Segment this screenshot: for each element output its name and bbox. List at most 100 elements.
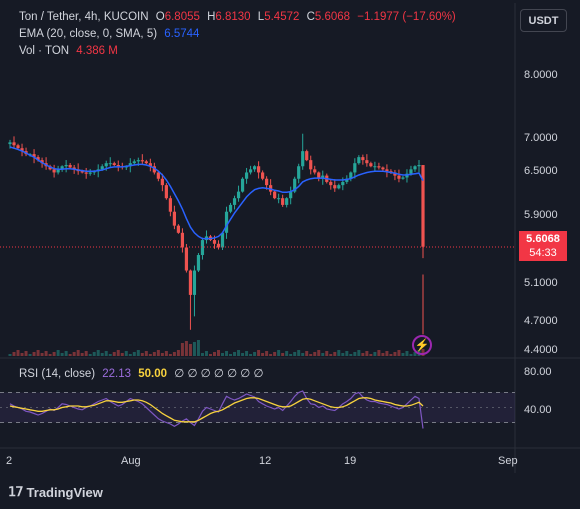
volume-bar — [52, 352, 56, 356]
candle-body — [417, 165, 421, 167]
price-tick: 7.0000 — [524, 132, 558, 144]
candle-body — [40, 160, 44, 164]
candle-body — [385, 169, 389, 172]
candle-body — [172, 211, 176, 226]
volume-bar — [172, 352, 176, 356]
candle-body — [16, 145, 20, 149]
volume-bar — [188, 344, 192, 356]
high-value: 6.8130 — [215, 11, 251, 23]
lightning-icon[interactable]: ⚡ — [412, 335, 432, 355]
candle-body — [421, 165, 425, 247]
volume-bar — [341, 353, 345, 356]
candle-body — [68, 165, 72, 168]
time-tick: Sep — [498, 455, 518, 467]
volume-bar — [20, 353, 24, 356]
candle-body — [132, 161, 136, 164]
candle-body — [248, 169, 253, 173]
candle-body — [88, 172, 92, 174]
candle-body — [373, 166, 377, 168]
rsi-band-fill — [0, 392, 515, 423]
candle-body — [108, 163, 112, 165]
volume-bar — [152, 352, 156, 356]
candle-body — [56, 169, 60, 173]
volume-value: 4.386 M — [76, 45, 118, 57]
volume-bar — [293, 352, 297, 356]
volume-bar — [313, 352, 317, 356]
time-tick: 2 — [6, 455, 13, 467]
candle-body — [112, 163, 116, 166]
volume-bar — [217, 350, 221, 356]
volume-bar — [28, 354, 32, 356]
volume-bar — [88, 354, 92, 356]
volume-bar — [120, 353, 124, 356]
volume-bar — [405, 351, 409, 356]
price-tick: 4.4000 — [524, 344, 558, 356]
price-tick: 5.9000 — [524, 209, 558, 221]
candle-body — [20, 148, 24, 152]
ema-value: 6.5744 — [164, 28, 200, 40]
last-price-value: 5.6068 — [526, 233, 560, 245]
bar-countdown: 54:33 — [529, 247, 557, 259]
volume-bar — [108, 354, 112, 356]
volume-bar — [132, 352, 136, 356]
candle-body — [168, 198, 172, 212]
brand-name: TradingView — [26, 484, 103, 500]
volume-bar — [116, 350, 120, 356]
volume-bar — [237, 350, 241, 356]
volume-bar — [84, 351, 88, 356]
candle-body — [413, 166, 417, 170]
low-label: L — [257, 11, 265, 23]
volume-bar — [393, 352, 397, 356]
candle-body — [277, 198, 281, 200]
candle-body — [349, 172, 353, 179]
candle-body — [140, 160, 144, 162]
volume-bar — [385, 351, 389, 356]
candle-body — [144, 161, 148, 164]
candle-body — [337, 185, 341, 189]
volume-bar — [233, 352, 237, 356]
volume-bar — [140, 353, 144, 356]
price-tick: 6.5000 — [524, 165, 558, 177]
candle-body — [321, 175, 325, 179]
currency-button[interactable]: USDT — [520, 9, 567, 32]
candle-body — [361, 157, 365, 161]
candle-body — [301, 151, 305, 167]
ema-legend: EMA (20, close, 0, SMA, 5) 6.5744 — [19, 27, 199, 41]
candle-body — [369, 163, 373, 167]
volume-bar — [241, 353, 245, 356]
volume-bar — [208, 354, 212, 356]
candle-body — [184, 247, 189, 271]
volume-bar — [128, 354, 132, 356]
volume-bar — [92, 352, 96, 356]
candle-body — [261, 172, 265, 179]
volume-bar — [112, 352, 116, 356]
candle-body — [52, 169, 56, 173]
rsi-empty-values: ∅ ∅ ∅ ∅ ∅ ∅ ∅ — [174, 368, 264, 380]
candle-body — [116, 165, 120, 167]
tradingview-mark-icon: 𝟣𝟩 — [8, 484, 24, 499]
last-price-label: 5.6068 54:33 — [519, 231, 567, 261]
candle-body — [32, 154, 36, 158]
candle-body — [188, 270, 193, 295]
candle-body — [397, 175, 401, 179]
rsi-label: RSI (14, close) — [19, 368, 96, 380]
volume-bar — [381, 353, 385, 356]
change-value: −1.1977 (−17.60%) — [357, 11, 456, 23]
candle-body — [176, 225, 181, 233]
volume-bar — [249, 354, 253, 356]
open-label: O — [155, 11, 165, 23]
candle-body — [156, 172, 160, 179]
candle-body — [216, 243, 221, 248]
rsi-ma-line — [9, 397, 424, 423]
volume-bar — [212, 352, 216, 356]
volume-bar — [164, 351, 168, 356]
volume-bar — [357, 350, 361, 356]
candle-body — [265, 178, 269, 186]
candle-body — [357, 157, 361, 164]
volume-bar — [373, 352, 377, 356]
volume-bar — [277, 350, 281, 356]
volume-bar — [377, 350, 381, 356]
volume-bar — [32, 352, 36, 356]
price-tick: 4.7000 — [524, 315, 558, 327]
